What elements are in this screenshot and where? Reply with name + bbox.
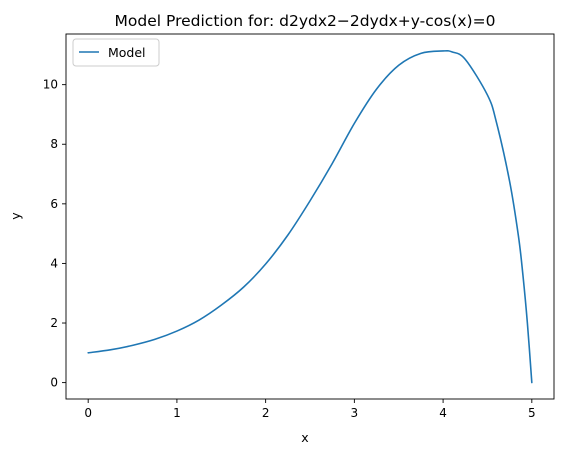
y-tick-label: 10 (43, 78, 58, 92)
legend: Model (72, 38, 160, 67)
x-tick-label: 1 (173, 406, 181, 420)
x-tick-label: 0 (84, 406, 92, 420)
x-tick-label: 2 (262, 406, 270, 420)
legend-box (72, 38, 160, 67)
legend-label-model: Model (108, 45, 146, 60)
plot-area: 0 1 2 3 4 5 0 2 4 6 8 10 (43, 33, 555, 420)
series-line-model (87, 49, 533, 384)
y-axis-ticks: 0 2 4 6 8 10 (43, 78, 66, 390)
plot-frame (65, 33, 555, 400)
y-tick-label: 6 (50, 197, 58, 211)
x-tick-label: 5 (528, 406, 536, 420)
x-tick-label: 4 (439, 406, 447, 420)
x-axis-label: x (301, 430, 308, 445)
y-tick-label: 4 (50, 256, 58, 270)
y-tick-label: 2 (50, 316, 58, 330)
x-tick-label: 3 (351, 406, 359, 420)
y-tick-label: 8 (50, 137, 58, 151)
y-tick-label: 0 (50, 376, 58, 390)
y-axis-label: y (8, 212, 23, 220)
chart-title: Model Prediction for: d2ydx2−2dydx+y-cos… (115, 12, 496, 30)
x-axis-ticks: 0 1 2 3 4 5 (84, 399, 536, 420)
